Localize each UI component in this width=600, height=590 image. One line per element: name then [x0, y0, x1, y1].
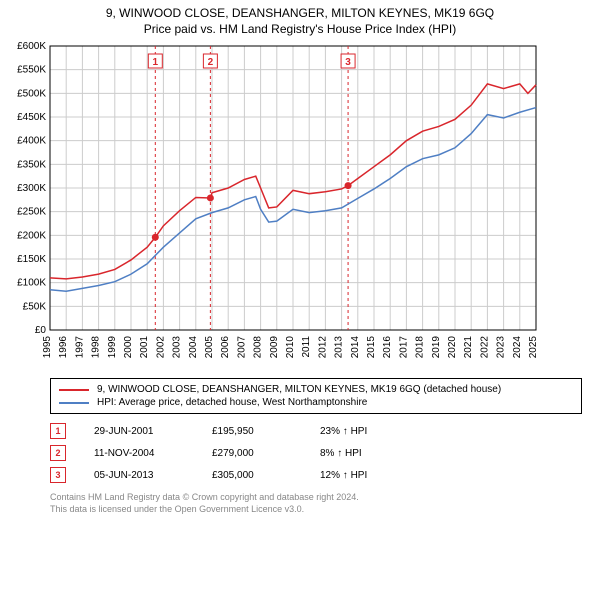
svg-text:2011: 2011	[301, 336, 312, 358]
svg-text:2012: 2012	[317, 336, 328, 359]
svg-text:£100K: £100K	[17, 278, 46, 289]
svg-text:2003: 2003	[172, 336, 183, 359]
sale-price: £305,000	[212, 470, 292, 481]
svg-text:£50K: £50K	[23, 301, 47, 312]
svg-text:2016: 2016	[382, 336, 393, 359]
svg-text:2013: 2013	[334, 336, 345, 359]
svg-text:2022: 2022	[479, 336, 490, 359]
svg-text:2020: 2020	[447, 336, 458, 359]
sale-marker-box: 2	[50, 445, 66, 461]
svg-text:2024: 2024	[512, 336, 523, 359]
chart: £0 £50K £100K £150K £200K £250K £300K £350K £400…	[6, 40, 546, 370]
svg-text:£350K: £350K	[17, 159, 46, 170]
svg-text:2010: 2010	[285, 336, 296, 359]
page-title: 9, WINWOOD CLOSE, DEANSHANGER, MILTON KE…	[0, 0, 600, 20]
svg-text:2000: 2000	[123, 336, 134, 359]
svg-text:2019: 2019	[431, 336, 442, 359]
legend-label: HPI: Average price, detached house, West…	[97, 397, 367, 408]
svg-text:2005: 2005	[204, 336, 215, 359]
svg-text:2008: 2008	[253, 336, 264, 359]
sale-marker-box: 3	[50, 467, 66, 483]
sale-marker-box: 1	[50, 423, 66, 439]
legend: 9, WINWOOD CLOSE, DEANSHANGER, MILTON KE…	[50, 378, 582, 414]
sale-date: 05-JUN-2013	[94, 470, 184, 481]
attribution: Contains HM Land Registry data © Crown c…	[50, 492, 582, 515]
legend-item: 9, WINWOOD CLOSE, DEANSHANGER, MILTON KE…	[59, 383, 573, 396]
svg-text:2004: 2004	[188, 336, 199, 359]
svg-text:2001: 2001	[139, 336, 150, 359]
sale-price: £279,000	[212, 448, 292, 459]
svg-text:£400K: £400K	[17, 136, 46, 147]
sale-date: 11-NOV-2004	[94, 448, 184, 459]
svg-text:2017: 2017	[398, 336, 409, 359]
svg-text:£150K: £150K	[17, 254, 46, 265]
svg-text:2014: 2014	[350, 336, 361, 359]
svg-text:£250K: £250K	[17, 207, 46, 218]
sale-price: £195,950	[212, 426, 292, 437]
legend-swatch	[59, 389, 89, 391]
svg-text:£0: £0	[35, 325, 47, 336]
sales-table: 1 29-JUN-2001 £195,950 23% ↑ HPI 2 11-NOV-200…	[50, 420, 582, 486]
svg-text:2023: 2023	[496, 336, 507, 359]
svg-text:1: 1	[153, 57, 159, 68]
svg-text:1999: 1999	[107, 336, 118, 359]
svg-text:2021: 2021	[463, 336, 474, 359]
sale-diff: 8% ↑ HPI	[320, 448, 400, 459]
svg-text:£450K: £450K	[17, 112, 46, 123]
svg-text:2025: 2025	[528, 336, 539, 359]
svg-text:£600K: £600K	[17, 41, 46, 52]
svg-text:2018: 2018	[415, 336, 426, 359]
attribution-line2: This data is licensed under the Open Gov…	[50, 504, 582, 516]
chart-svg: £0 £50K £100K £150K £200K £250K £300K £350K £400…	[6, 40, 546, 370]
legend-item: HPI: Average price, detached house, West…	[59, 396, 573, 409]
svg-text:£500K: £500K	[17, 88, 46, 99]
svg-text:2002: 2002	[155, 336, 166, 359]
page-subtitle: Price paid vs. HM Land Registry's House …	[0, 20, 600, 40]
svg-text:1995: 1995	[42, 336, 53, 359]
svg-text:£200K: £200K	[17, 230, 46, 241]
svg-text:1997: 1997	[74, 336, 85, 359]
attribution-line1: Contains HM Land Registry data © Crown c…	[50, 492, 582, 504]
sale-diff: 23% ↑ HPI	[320, 426, 400, 437]
legend-swatch	[59, 402, 89, 404]
sales-row: 3 05-JUN-2013 £305,000 12% ↑ HPI	[50, 464, 582, 486]
svg-text:2009: 2009	[269, 336, 280, 359]
svg-text:1998: 1998	[91, 336, 102, 359]
svg-text:£300K: £300K	[17, 183, 46, 194]
sales-row: 1 29-JUN-2001 £195,950 23% ↑ HPI	[50, 420, 582, 442]
svg-text:1996: 1996	[58, 336, 69, 359]
svg-text:3: 3	[345, 57, 351, 68]
legend-label: 9, WINWOOD CLOSE, DEANSHANGER, MILTON KE…	[97, 384, 501, 395]
sales-row: 2 11-NOV-2004 £279,000 8% ↑ HPI	[50, 442, 582, 464]
sale-date: 29-JUN-2001	[94, 426, 184, 437]
svg-text:2015: 2015	[366, 336, 377, 359]
svg-text:2006: 2006	[220, 336, 231, 359]
svg-text:2: 2	[208, 57, 214, 68]
svg-text:£550K: £550K	[17, 65, 46, 76]
sale-diff: 12% ↑ HPI	[320, 470, 400, 481]
svg-text:2007: 2007	[236, 336, 247, 359]
